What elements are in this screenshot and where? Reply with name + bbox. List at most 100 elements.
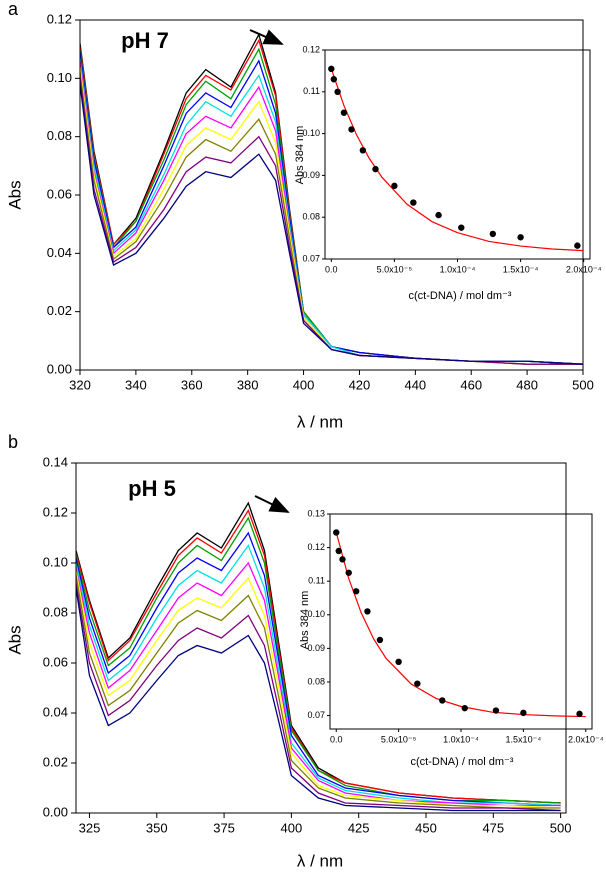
series-line: [80, 32, 583, 365]
y-tick-label: 0.12: [302, 44, 320, 54]
x-tick-label: 5.0x10⁻⁵: [377, 264, 413, 274]
y-tick-label: 0.10: [307, 609, 325, 619]
data-point: [410, 199, 417, 206]
y-tick-label: 0.12: [43, 504, 68, 519]
data-point: [330, 76, 338, 83]
y-tick-label: 0.00: [43, 804, 68, 819]
data-point: [328, 65, 335, 73]
x-tick-label: 340: [125, 377, 147, 392]
x-tick-label: 2.0x10⁻⁴: [568, 734, 604, 744]
data-point: [414, 680, 421, 687]
data-point: [339, 556, 346, 563]
y-tick-label: 0.06: [47, 186, 72, 201]
data-point: [348, 126, 355, 133]
x-tick-label: 480: [516, 377, 538, 392]
y-tick-label: 0.08: [302, 212, 320, 222]
y-axis-label: Abs: [5, 625, 24, 654]
data-point: [461, 704, 468, 712]
data-point: [517, 234, 524, 241]
x-axis-label: λ / nm: [297, 851, 343, 870]
y-tick-label: 0.08: [307, 676, 325, 686]
data-point: [458, 224, 465, 231]
y-tick-label: 0.08: [43, 604, 68, 619]
data-point: [492, 707, 500, 714]
x-tick-label: 500: [572, 377, 594, 392]
series-line: [76, 544, 561, 807]
y-tick-label: 0.12: [307, 542, 325, 552]
y-tick-label: 0.07: [307, 710, 325, 720]
annotation: pH 5: [128, 476, 176, 501]
arrow: [254, 495, 290, 513]
data-point: [340, 109, 348, 116]
data-point: [435, 211, 442, 219]
x-tick-label: 320: [69, 377, 91, 392]
y-tick-label: 0.09: [302, 170, 320, 180]
series-line: [76, 509, 561, 804]
data-point: [353, 588, 360, 595]
series-line: [80, 47, 583, 365]
x-tick-label: 0.0: [325, 264, 338, 274]
data-point: [333, 529, 340, 536]
y-tick-label: 0.11: [303, 86, 320, 96]
y-tick-label: 0.09: [307, 643, 325, 653]
plot-frame: [75, 462, 567, 814]
x-tick-label: 475: [482, 820, 504, 835]
x-tick-label: 1.5x10⁻⁴: [503, 264, 539, 274]
x-tick-label: 460: [460, 377, 482, 392]
series-line: [80, 84, 583, 365]
panel-label: a: [8, 0, 19, 19]
y-tick-label: 0.10: [47, 70, 72, 85]
y-tick-label: 0.12: [47, 11, 72, 26]
series-line: [76, 531, 561, 807]
x-axis-label: c(ct-DNA) / mol dm⁻³: [411, 756, 514, 768]
data-point: [335, 547, 342, 555]
y-tick-label: 0.10: [302, 128, 320, 138]
y-axis-label: Abs 384 nm: [299, 591, 311, 650]
plot-frame: [329, 513, 593, 730]
series-line: [80, 78, 583, 365]
plot-frame: [324, 49, 591, 260]
data-point: [574, 242, 581, 249]
series-line: [80, 66, 583, 365]
annotation: pH 7: [121, 28, 169, 53]
series-line: [80, 60, 583, 365]
series-line: [80, 72, 583, 365]
y-tick-label: 0.07: [302, 253, 320, 263]
data-point: [376, 636, 384, 644]
y-tick-label: 0.04: [43, 704, 68, 719]
y-tick-label: 0.13: [307, 508, 325, 518]
data-point: [489, 230, 497, 238]
y-tick-label: 0.04: [47, 245, 72, 260]
arrow: [249, 29, 284, 45]
x-tick-label: 400: [293, 377, 315, 392]
x-tick-label: 5.0x10⁻⁵: [381, 734, 417, 744]
y-tick-label: 0.08: [47, 128, 72, 143]
x-tick-label: 0.0: [330, 734, 343, 744]
x-tick-label: 360: [181, 377, 203, 392]
y-tick-label: 0.14: [43, 454, 68, 469]
x-tick-label: 1.0x10⁻⁴: [443, 734, 479, 744]
y-tick-label: 0.10: [43, 554, 68, 569]
x-tick-label: 380: [237, 377, 259, 392]
x-tick-label: 500: [550, 820, 572, 835]
x-tick-label: 350: [146, 820, 168, 835]
x-tick-label: 1.0x10⁻⁴: [440, 264, 476, 274]
data-point: [576, 710, 583, 718]
series-line: [76, 587, 561, 812]
data-point: [372, 165, 379, 173]
data-point: [345, 569, 352, 576]
x-tick-label: 325: [79, 820, 101, 835]
series-line: [330, 68, 584, 252]
x-tick-label: 420: [349, 377, 371, 392]
y-axis-label: Abs 384 nm: [294, 126, 306, 185]
series-line: [76, 582, 561, 812]
x-axis-label: λ / nm: [297, 412, 343, 431]
data-point: [334, 88, 341, 96]
x-axis-label: c(ct-DNA) / mol dm⁻³: [409, 290, 512, 302]
data-point: [359, 147, 367, 154]
data-point: [520, 709, 527, 717]
x-tick-label: 2.0x10⁻⁴: [566, 264, 602, 274]
x-tick-label: 425: [348, 820, 370, 835]
